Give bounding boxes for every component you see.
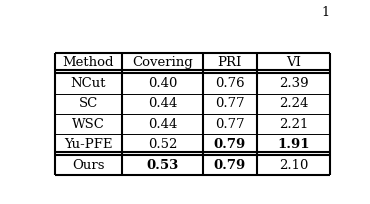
Text: 0.52: 0.52 xyxy=(148,138,177,151)
Text: VI: VI xyxy=(286,57,301,70)
Text: NCut: NCut xyxy=(71,77,106,90)
Text: 0.77: 0.77 xyxy=(215,97,245,110)
Text: 0.44: 0.44 xyxy=(148,118,177,131)
Text: Ours: Ours xyxy=(72,159,105,172)
Text: 0.79: 0.79 xyxy=(213,159,246,172)
Text: Yu-PFE: Yu-PFE xyxy=(64,138,113,151)
Text: PRI: PRI xyxy=(218,57,242,70)
Text: 0.44: 0.44 xyxy=(148,97,177,110)
Text: SC: SC xyxy=(79,97,98,110)
Text: 0.40: 0.40 xyxy=(148,77,177,90)
Text: 0.76: 0.76 xyxy=(215,77,245,90)
Text: 2.39: 2.39 xyxy=(279,77,308,90)
Text: 0.77: 0.77 xyxy=(215,118,245,131)
Text: Method: Method xyxy=(63,57,114,70)
Text: 2.24: 2.24 xyxy=(279,97,308,110)
Text: Covering: Covering xyxy=(132,57,193,70)
Text: 0.79: 0.79 xyxy=(213,138,246,151)
Text: 1.91: 1.91 xyxy=(278,138,310,151)
Text: WSC: WSC xyxy=(72,118,105,131)
Text: 2.21: 2.21 xyxy=(279,118,308,131)
Text: 1: 1 xyxy=(322,6,330,19)
Text: 2.10: 2.10 xyxy=(279,159,308,172)
Text: 0.53: 0.53 xyxy=(146,159,178,172)
